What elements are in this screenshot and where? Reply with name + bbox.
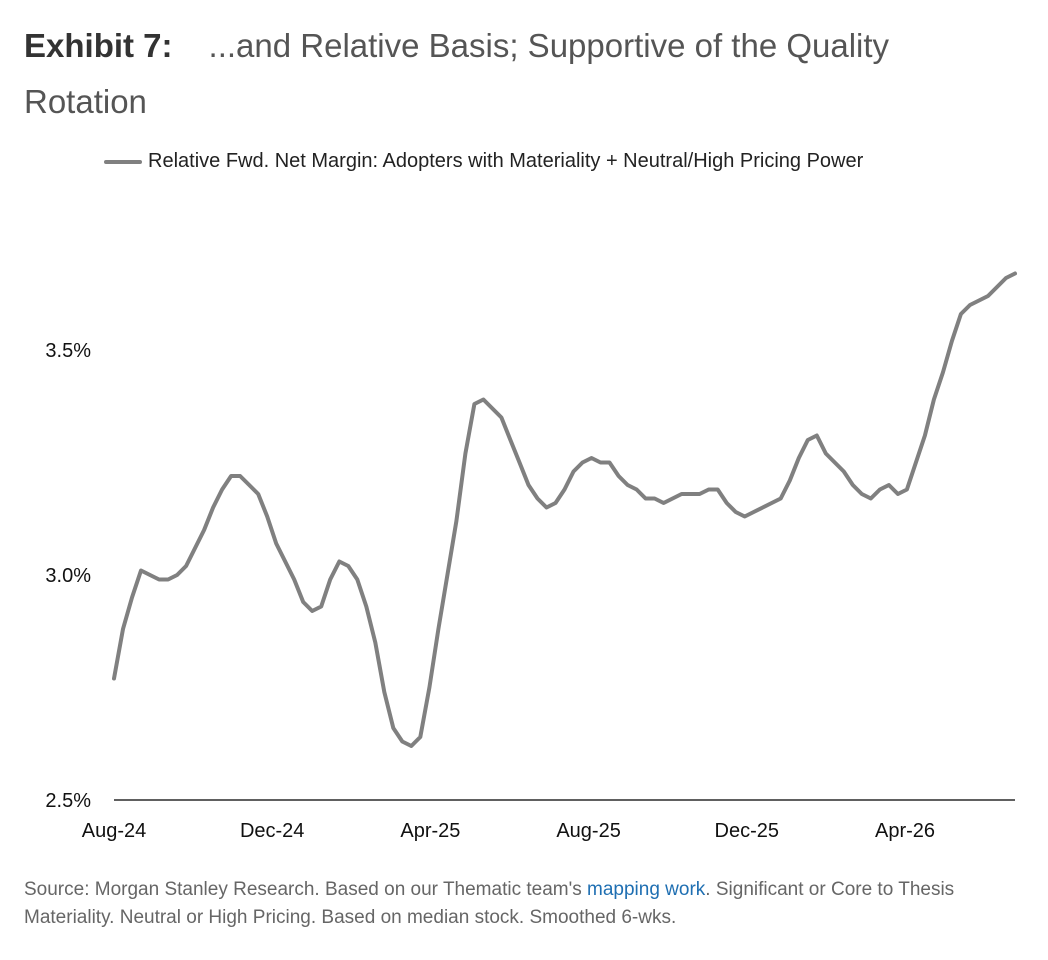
- source-prefix: Source: Morgan Stanley Research. Based o…: [24, 879, 588, 900]
- x-tick-label: Dec-24: [240, 820, 304, 842]
- series-line: [112, 271, 1017, 748]
- x-tick-label: Aug-24: [82, 820, 147, 842]
- exhibit-title-text: ...and Relative Basis; Supportive of the…: [24, 27, 890, 120]
- x-tick-label: Apr-25: [400, 820, 460, 842]
- chart-legend: Relative Fwd. Net Margin: Adopters with …: [104, 150, 863, 173]
- y-tick-label: 2.5%: [45, 790, 91, 812]
- y-tick-label: 3.5%: [45, 340, 91, 362]
- legend-line-swatch: [104, 159, 142, 164]
- y-axis-ticks: 2.5% 3.0% 3.5%: [45, 340, 91, 812]
- source-note: Source: Morgan Stanley Research. Based o…: [24, 876, 1024, 932]
- y-tick-label: 3.0%: [45, 565, 91, 587]
- x-tick-label: Apr-26: [875, 820, 935, 842]
- source-suffix: . Significant or Core to Thesis Material…: [24, 879, 955, 928]
- x-tick-label: Dec-25: [715, 820, 779, 842]
- mapping-work-link[interactable]: mapping work: [587, 879, 706, 900]
- x-axis-ticks: Aug-24 Dec-24 Apr-25 Aug-25 Dec-25 Apr-26: [82, 820, 935, 842]
- legend-series-label: Relative Fwd. Net Margin: Adopters with …: [148, 150, 864, 172]
- exhibit-label: Exhibit 7:: [24, 27, 173, 64]
- x-tick-label: Aug-25: [556, 820, 621, 842]
- exhibit-title: Exhibit 7: ...and Relative Basis; Support…: [24, 18, 984, 130]
